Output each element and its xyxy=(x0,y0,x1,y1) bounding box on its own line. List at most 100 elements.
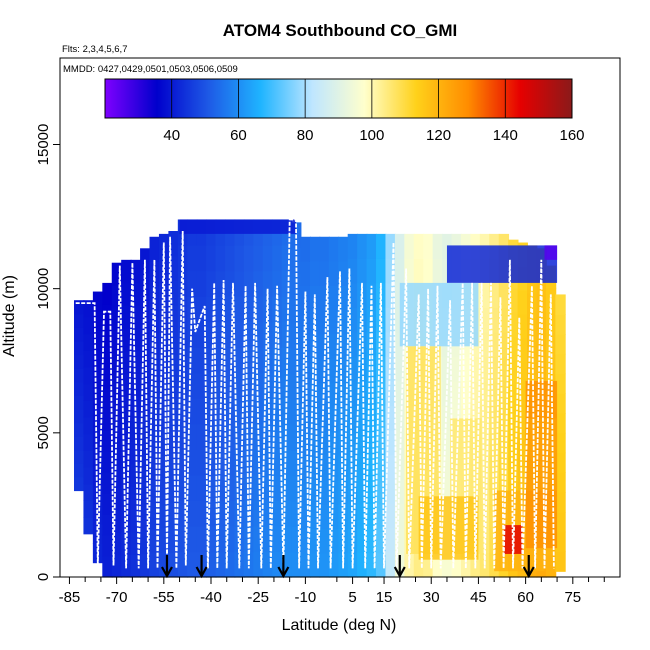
curtain-cell xyxy=(366,527,377,554)
curtain-cell xyxy=(508,408,519,434)
curtain-cell xyxy=(394,380,406,407)
curtain-cell xyxy=(187,449,198,476)
curtain-cell xyxy=(366,233,377,259)
curtain-cell xyxy=(555,413,566,434)
curtain-cell xyxy=(451,380,462,407)
curtain-cell xyxy=(215,245,226,272)
curtain-cell xyxy=(187,321,198,348)
curtain-cell xyxy=(187,525,198,553)
curtain-cell xyxy=(262,474,274,501)
curtain-cell xyxy=(83,316,94,335)
x-tick-label: 45 xyxy=(470,589,487,606)
curtain-cell xyxy=(442,552,453,578)
curtain-cell xyxy=(111,419,123,443)
curtain-cell xyxy=(366,429,377,456)
curtain-cell xyxy=(140,553,151,578)
curtain-cell xyxy=(168,329,179,356)
flight-track-line xyxy=(75,218,555,569)
curtain-cell xyxy=(517,457,528,483)
curtain-cell xyxy=(272,245,283,272)
curtain-cell xyxy=(385,405,396,431)
arrow-marker-head xyxy=(393,566,406,579)
curtain-cell xyxy=(385,258,396,284)
curtain-cell xyxy=(215,525,226,553)
curtain-cell xyxy=(243,398,255,425)
curtain-cell xyxy=(338,358,349,384)
curtain-cell xyxy=(253,296,264,323)
curtain-cell xyxy=(319,406,330,432)
curtain-cell xyxy=(489,454,500,480)
curtain-cell xyxy=(158,503,170,529)
curtain-cell xyxy=(74,476,85,492)
curtain-cell xyxy=(74,340,85,356)
curtain-cell xyxy=(140,436,151,461)
curtain-cell xyxy=(555,294,566,315)
curtain-cell xyxy=(309,236,321,262)
curtain-cell xyxy=(253,270,264,297)
curtain-cell xyxy=(177,372,189,399)
curtain-cell xyxy=(83,350,94,368)
curtain-cell xyxy=(394,478,406,505)
curtain-cell xyxy=(385,233,396,259)
curtain-cell xyxy=(309,552,321,578)
curtain-cell xyxy=(347,331,359,358)
curtain-cell xyxy=(83,467,94,485)
curtain-cell xyxy=(225,474,236,501)
curtain-cell xyxy=(357,307,368,333)
curtain-cell xyxy=(177,270,189,297)
curtain-cell xyxy=(102,492,113,515)
curtain-cell xyxy=(225,500,236,527)
curtain-cell xyxy=(357,552,368,578)
curtain-cell xyxy=(272,449,283,476)
curtain-cell xyxy=(385,454,396,480)
curtain-patch xyxy=(179,219,296,234)
curtain-cell xyxy=(74,381,85,396)
curtain-cell xyxy=(309,431,321,457)
curtain-cell xyxy=(111,330,123,354)
curtain-cell xyxy=(140,459,151,484)
curtain-cell xyxy=(394,356,406,382)
curtain-cell xyxy=(385,552,396,578)
curtain-cell xyxy=(413,233,425,259)
curtain-cell xyxy=(243,321,255,348)
curtain-cell xyxy=(489,429,500,456)
curtain-cell xyxy=(498,454,510,480)
curtain-cell xyxy=(328,285,340,311)
curtain-cell xyxy=(234,398,245,425)
curtain-cell xyxy=(102,324,113,347)
chart-title: ATOM4 Southbound CO_GMI xyxy=(223,21,458,40)
curtain-cell xyxy=(215,270,226,297)
curtain-cell xyxy=(498,405,510,431)
curtain-cell xyxy=(149,382,160,408)
curtain-cell xyxy=(272,423,283,450)
curtain-cell xyxy=(92,291,104,312)
curtain-cell xyxy=(555,432,566,454)
curtain-cell xyxy=(243,423,255,450)
curtain-cell xyxy=(376,258,387,284)
curtain-cell xyxy=(300,552,311,578)
curtain-cell xyxy=(479,307,491,333)
curtain-cell xyxy=(187,474,198,501)
curtain-cell xyxy=(262,270,274,297)
curtain-cell xyxy=(111,464,123,488)
curtain-cell xyxy=(253,474,264,501)
curtain-cell xyxy=(111,509,123,533)
curtain-cell xyxy=(394,405,406,431)
curtain-cell xyxy=(347,356,359,382)
arrow-marker-head xyxy=(522,566,535,579)
arrow-layer xyxy=(161,555,535,579)
curtain-cell xyxy=(234,474,245,501)
curtain-cell xyxy=(187,551,198,578)
curtain-cell xyxy=(111,442,123,466)
curtain-cell xyxy=(300,406,311,432)
curtain-cell xyxy=(243,372,255,399)
curtain-cell xyxy=(206,474,217,501)
curtain-cell xyxy=(234,525,245,553)
curtain-cell xyxy=(74,436,85,451)
curtain-cell xyxy=(291,450,302,477)
curtain-cell xyxy=(300,431,311,457)
curtain-cell xyxy=(83,333,94,351)
curtain-cell xyxy=(272,398,283,425)
curtain-cell xyxy=(225,245,236,272)
colorbar-tick-label: 80 xyxy=(297,127,314,144)
